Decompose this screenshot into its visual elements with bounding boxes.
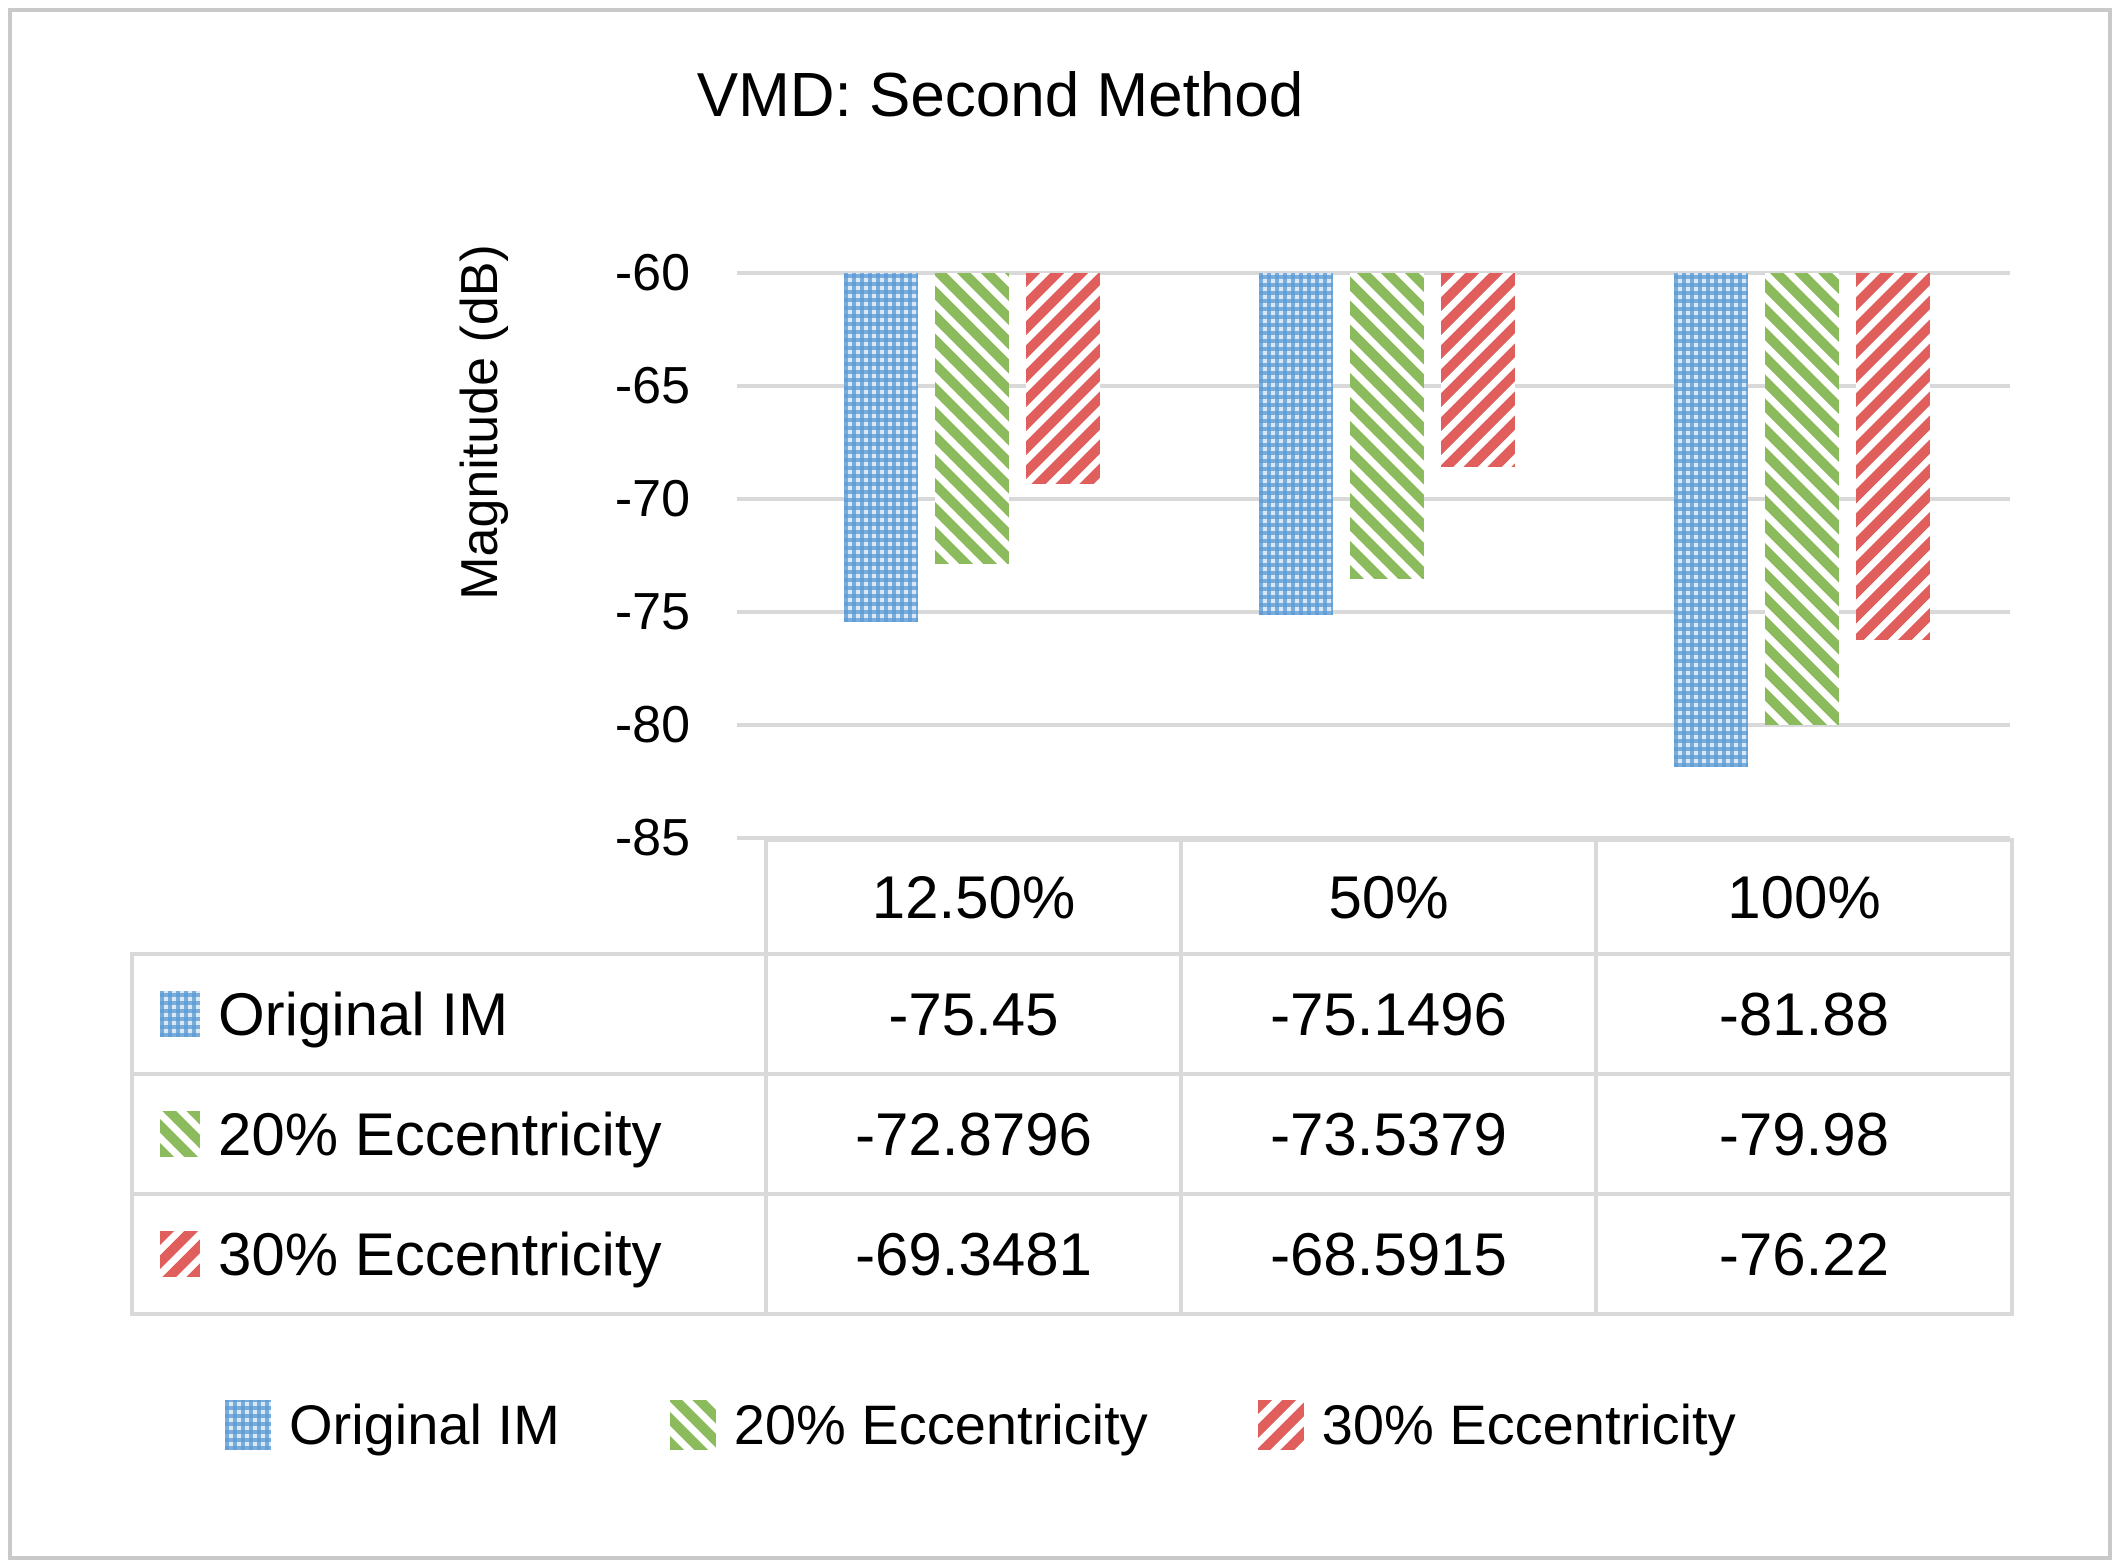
legend-label-30-eccentricity: 30% Eccentricity [1321, 1393, 1736, 1456]
row-label-original-im: Original IM [218, 980, 509, 1048]
y-tick-label: -65 [614, 357, 690, 415]
cell-20-eccentricity-100: -79.98 [1594, 1072, 2014, 1196]
table-corner-blank-cell [132, 840, 766, 954]
cell-30-eccentricity-50: -68.5915 [1179, 1192, 1598, 1316]
gridline [737, 836, 2010, 840]
cell-original-im-12-50: -75.45 [764, 952, 1183, 1076]
y-tick-label: -80 [614, 696, 690, 754]
plot-area [737, 271, 2010, 840]
table-row-20-eccentricity: 20% Eccentricity -72.8796 -73.5379 -79.9… [130, 1072, 2014, 1196]
column-header-100: 100% [1594, 838, 2014, 956]
bar-30-eccentricity-12.50 [1025, 273, 1100, 484]
legend-swatch-original-im-icon [225, 1399, 271, 1450]
legend-swatch-30-eccentricity-icon [1257, 1399, 1304, 1450]
bar-20-eccentricity-100 [1765, 273, 1840, 725]
column-header-12-50: 12.50% [764, 838, 1183, 956]
y-tick-label: -70 [614, 470, 690, 528]
y-tick-label: -85 [614, 809, 690, 867]
chart-legend: Original IM 20% Eccentricity 30% Eccentr… [225, 1392, 1736, 1457]
cell-30-eccentricity-100: -76.22 [1594, 1192, 2014, 1316]
bar-original-im-12.50 [843, 273, 918, 622]
table-row-original-im: Original IM -75.45 -75.1496 -81.88 [130, 952, 2014, 1076]
legend-key-30-eccentricity-icon [160, 1231, 200, 1277]
cell-original-im-100: -81.88 [1594, 952, 2014, 1076]
table-header-row: 12.50% 50% 100% [132, 838, 2014, 956]
legend-swatch-20-eccentricity-icon [669, 1399, 716, 1450]
cell-original-im-50: -75.1496 [1179, 952, 1598, 1076]
legend-item-30-eccentricity: 30% Eccentricity [1257, 1392, 1736, 1457]
bar-original-im-50 [1258, 273, 1333, 615]
gridline [737, 610, 2010, 614]
legend-item-20-eccentricity: 20% Eccentricity [669, 1392, 1148, 1457]
legend-item-original-im: Original IM [225, 1392, 560, 1457]
table-row-30-eccentricity: 30% Eccentricity -69.3481 -68.5915 -76.2… [130, 1192, 2014, 1316]
bar-original-im-100 [1674, 273, 1749, 767]
gridline [737, 723, 2010, 727]
chart-title: VMD: Second Method [696, 61, 1304, 130]
bar-30-eccentricity-100 [1856, 273, 1931, 640]
row-label-20-eccentricity: 20% Eccentricity [218, 1100, 662, 1168]
legend-label-20-eccentricity: 20% Eccentricity [733, 1393, 1148, 1456]
row-label-30-eccentricity: 30% Eccentricity [218, 1220, 662, 1288]
column-header-50: 50% [1179, 838, 1598, 956]
cell-20-eccentricity-50: -73.5379 [1179, 1072, 1598, 1196]
cell-20-eccentricity-12-50: -72.8796 [764, 1072, 1183, 1196]
bar-20-eccentricity-12.50 [934, 273, 1009, 564]
cell-30-eccentricity-12-50: -69.3481 [764, 1192, 1183, 1316]
bar-20-eccentricity-50 [1349, 273, 1424, 579]
legend-label-original-im: Original IM [289, 1393, 560, 1456]
legend-key-20-eccentricity-icon [160, 1111, 200, 1157]
bar-30-eccentricity-50 [1440, 273, 1515, 467]
legend-key-original-im-icon [160, 991, 200, 1037]
y-tick-label: -60 [614, 244, 690, 302]
y-tick-label: -75 [614, 583, 690, 641]
data-table: 12.50% 50% 100% Original IM -75.45 -75.1… [130, 838, 2014, 1316]
